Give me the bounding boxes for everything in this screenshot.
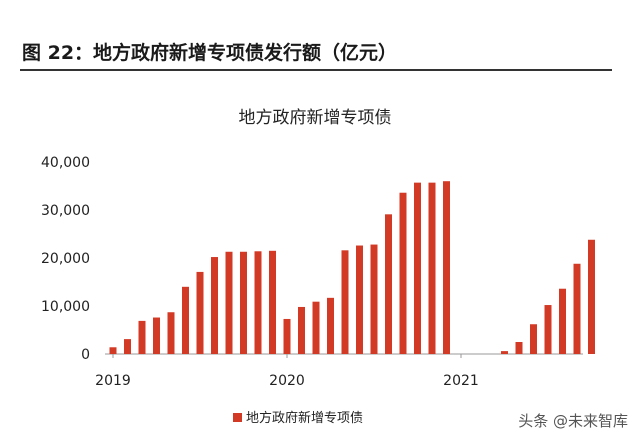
y-tick-label: 30,000 <box>41 203 90 219</box>
bar <box>283 318 291 354</box>
chart-title: 地方政府新增专项债 <box>239 108 392 128</box>
bar <box>124 339 131 354</box>
bar <box>109 347 117 354</box>
bar <box>182 286 189 354</box>
x-tick-label: 2020 <box>269 373 305 389</box>
legend-label: 地方政府新增专项债 <box>246 410 363 426</box>
bar <box>544 305 552 354</box>
bar <box>327 297 334 354</box>
bar <box>356 245 363 354</box>
bar-series <box>109 181 595 354</box>
bar <box>240 251 247 354</box>
figure-caption: 图 22：地方政府新增专项债发行额（亿元） <box>22 42 398 64</box>
bar <box>254 251 262 354</box>
y-tick-label: 0 <box>81 347 90 363</box>
bar <box>559 288 566 354</box>
bar <box>414 182 421 354</box>
bar <box>211 257 218 354</box>
bar <box>370 244 378 354</box>
bar <box>573 263 581 354</box>
y-tick-label: 40,000 <box>41 155 90 171</box>
y-axis: 0 10,000 20,000 30,000 40,000 <box>41 155 90 363</box>
bar <box>530 324 537 354</box>
x-tick-label: 2021 <box>443 373 479 389</box>
x-axis: 2019 2020 2021 <box>95 353 583 389</box>
bar <box>341 250 349 354</box>
bar <box>443 181 450 354</box>
watermark: 头条 @未来智库 <box>518 412 628 430</box>
bar <box>138 320 146 354</box>
caption-rule <box>20 69 612 71</box>
y-tick-label: 10,000 <box>41 299 90 315</box>
bar <box>167 312 175 354</box>
bar <box>312 301 320 354</box>
bar <box>428 182 436 354</box>
figure-header: 图 22：地方政府新增专项债发行额（亿元） <box>0 0 640 71</box>
bar <box>399 192 407 354</box>
bar <box>385 214 392 354</box>
bar <box>196 271 204 354</box>
y-tick-label: 20,000 <box>41 251 90 267</box>
bar <box>153 317 160 354</box>
bar <box>298 306 305 354</box>
bar <box>269 250 276 354</box>
legend-swatch <box>233 413 242 422</box>
bar <box>225 251 233 354</box>
bar <box>515 342 523 354</box>
x-tick-label: 2019 <box>95 373 131 389</box>
bar <box>501 351 508 354</box>
legend: 地方政府新增专项债 <box>233 410 363 426</box>
bar <box>588 239 595 354</box>
